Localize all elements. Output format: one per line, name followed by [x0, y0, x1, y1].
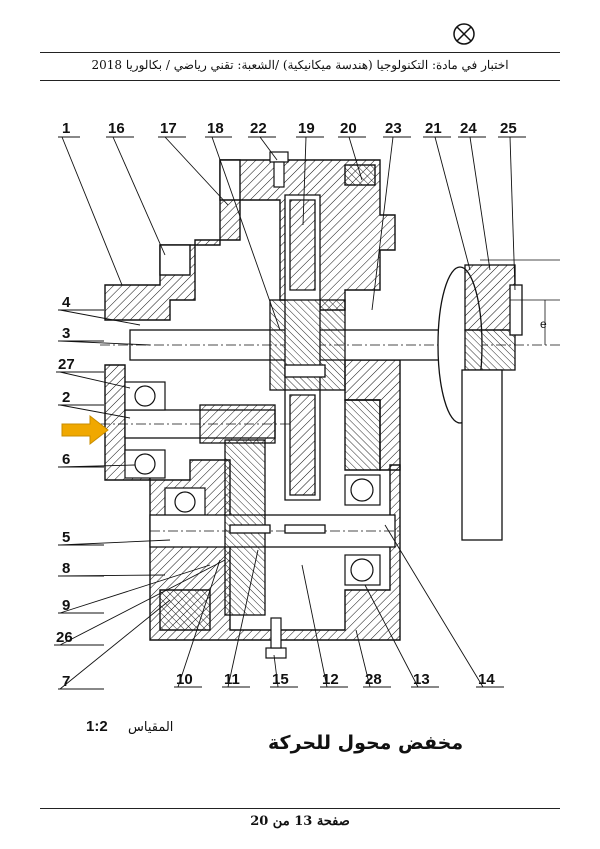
intermediate-shaft — [149, 439, 400, 616]
scale-label: المقياس — [128, 720, 174, 735]
part-label-13: 13 — [413, 671, 430, 688]
input-shaft — [100, 404, 290, 444]
part-label-9: 9 — [62, 597, 70, 614]
housing — [104, 159, 401, 641]
header-rule-bottom — [40, 80, 560, 81]
part-label-27: 27 — [58, 356, 75, 373]
part-label-26: 26 — [56, 629, 73, 646]
exam-header: اختبار في مادة: التكنولوجيا (هندسة ميكان… — [91, 58, 509, 72]
part-label-12: 12 — [322, 671, 339, 688]
part-label-16: 16 — [108, 120, 125, 137]
part-label-6: 6 — [62, 451, 70, 468]
leader-lines — [59, 136, 516, 690]
label-underlines — [54, 136, 526, 690]
part-label-28: 28 — [365, 671, 382, 688]
input-arrow — [61, 414, 109, 446]
part-label-19: 19 — [298, 120, 315, 137]
part-label-18: 18 — [207, 120, 224, 137]
part-label-24: 24 — [460, 120, 477, 137]
drawing-title: مخفض محول للحركة — [268, 732, 464, 754]
scale-value: 1:2 — [86, 718, 108, 735]
part-label-2: 2 — [62, 389, 70, 406]
bearings — [124, 381, 381, 586]
part-label-11: 11 — [224, 671, 240, 688]
page-number: صفحة 13 من 20 — [250, 814, 350, 829]
circled-x-icon — [453, 23, 475, 45]
large-gear — [269, 194, 346, 501]
part-label-21: 21 — [425, 120, 442, 137]
part-label-22: 22 — [250, 120, 267, 137]
part-label-17: 17 — [160, 120, 177, 137]
part-label-7: 7 — [62, 673, 70, 690]
part-label-25: 25 — [500, 120, 517, 137]
part-label-8: 8 — [62, 560, 70, 577]
part-label-3: 3 — [62, 325, 70, 342]
part-label-20: 20 — [340, 120, 357, 137]
pulley-assembly — [437, 259, 560, 541]
part-labels: 1 16 17 18 22 19 20 23 21 24 25 4 3 27 2… — [56, 120, 517, 690]
part-label-23: 23 — [385, 120, 402, 137]
footer-rule — [40, 808, 560, 809]
part-label-4: 4 — [62, 294, 71, 311]
part-label-14: 14 — [478, 671, 495, 688]
dimension-e-label: e — [540, 317, 547, 331]
part-label-15: 15 — [272, 671, 289, 688]
header-rule-top — [40, 52, 560, 53]
part-label-1: 1 — [62, 120, 70, 137]
bolts — [265, 151, 289, 659]
part-label-5: 5 — [62, 529, 70, 546]
part-label-10: 10 — [176, 671, 193, 688]
